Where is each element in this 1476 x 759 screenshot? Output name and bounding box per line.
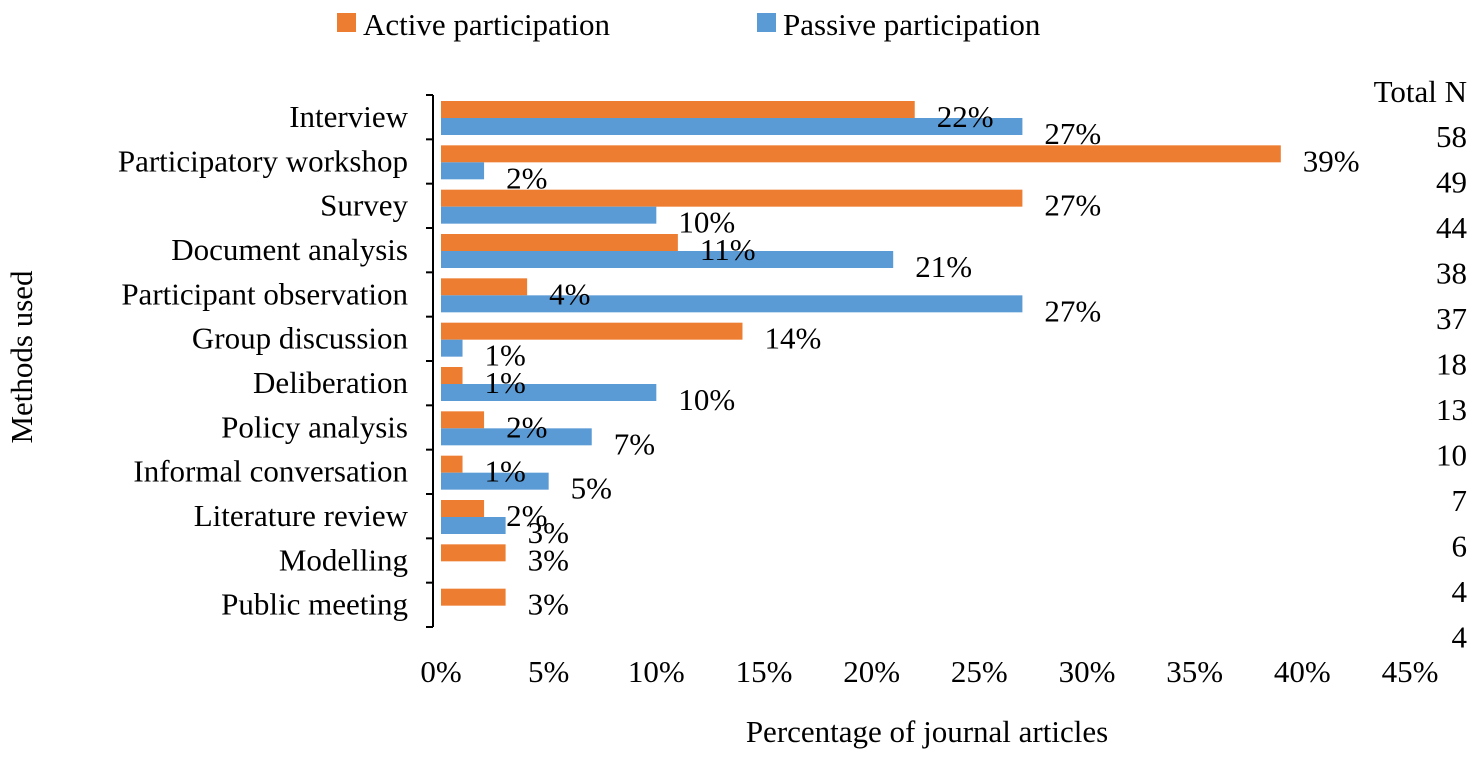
y-tick-label-4: Participant observation bbox=[121, 276, 408, 311]
y-tick-label-3: Document analysis bbox=[171, 232, 408, 267]
total-n-5: 18 bbox=[1436, 347, 1467, 382]
x-tick-label-9: 45% bbox=[1382, 654, 1439, 689]
legend-label-1: Passive participation bbox=[783, 7, 1041, 42]
y-tick-label-1: Participatory workshop bbox=[118, 143, 408, 178]
x-tick-label-3: 15% bbox=[736, 654, 793, 689]
bar-0-0 bbox=[441, 101, 915, 118]
y-tick-label-2: Survey bbox=[320, 188, 408, 223]
total-n-9: 6 bbox=[1452, 529, 1468, 564]
legend: Active participation Passive participatio… bbox=[337, 7, 1041, 42]
bar-0-4 bbox=[441, 278, 528, 296]
data-labels: 22% 27%39%2%27%10%11% 21%4% 27%14%1%1% 10%2%… bbox=[485, 99, 1360, 622]
total-n-0: 58 bbox=[1436, 119, 1467, 154]
bar-0-1 bbox=[441, 145, 1281, 163]
legend-swatch-0 bbox=[337, 13, 356, 32]
x-axis-title: Percentage of journal articles bbox=[746, 714, 1108, 749]
total-n-3: 38 bbox=[1436, 256, 1467, 291]
data-label-0-10: 3% bbox=[528, 542, 569, 577]
bar-1-4 bbox=[441, 295, 1023, 313]
y-tick-label-9: Literature review bbox=[194, 498, 409, 533]
total-n-4: 37 bbox=[1436, 301, 1467, 336]
total-n-7: 10 bbox=[1436, 438, 1467, 473]
bar-0-5 bbox=[441, 322, 743, 340]
x-tick-label-5: 25% bbox=[951, 654, 1008, 689]
axes bbox=[426, 94, 434, 628]
data-label-1-5: 1% bbox=[485, 338, 526, 373]
bar-1-9 bbox=[441, 517, 506, 534]
data-label-0-9: 2% bbox=[506, 498, 547, 533]
x-tick-label-6: 30% bbox=[1059, 654, 1116, 689]
x-tick-label-7: 35% bbox=[1166, 654, 1223, 689]
data-label-0-6: 1% bbox=[485, 365, 526, 400]
bar-1-6 bbox=[441, 384, 657, 401]
data-label-1-7: 7% bbox=[614, 426, 655, 461]
data-label-1-6: 10% bbox=[678, 382, 735, 417]
data-label-0-0: 22% bbox=[937, 99, 994, 134]
data-label-0-5: 14% bbox=[764, 321, 821, 356]
y-tick-label-6: Deliberation bbox=[253, 365, 408, 400]
x-tick-label-0: 0% bbox=[420, 654, 461, 689]
x-tick-label-4: 20% bbox=[843, 654, 900, 689]
y-axis-title: Methods used bbox=[4, 270, 39, 444]
data-label-0-2: 27% bbox=[1044, 188, 1101, 223]
bar-1-3 bbox=[441, 251, 894, 268]
data-label-0-7: 2% bbox=[506, 409, 547, 444]
legend-swatch-1 bbox=[757, 13, 776, 32]
bar-0-6 bbox=[441, 367, 463, 384]
x-tick-label-1: 5% bbox=[528, 654, 569, 689]
bar-0-8 bbox=[441, 455, 463, 473]
total-n-6: 13 bbox=[1436, 392, 1467, 427]
bar-1-1 bbox=[441, 162, 485, 180]
y-tick-label-5: Group discussion bbox=[192, 321, 409, 356]
x-tick-label-2: 10% bbox=[628, 654, 685, 689]
bar-1-5 bbox=[441, 339, 463, 357]
x-tick-label-8: 40% bbox=[1274, 654, 1331, 689]
data-label-1-4: 27% bbox=[1044, 293, 1101, 328]
total-n-1: 49 bbox=[1436, 165, 1467, 200]
y-tick-label-11: Public meeting bbox=[221, 587, 408, 622]
bar-0-3 bbox=[441, 234, 678, 251]
bar-0-10 bbox=[441, 544, 506, 562]
data-label-1-8: 5% bbox=[571, 471, 612, 506]
bar-0-9 bbox=[441, 500, 485, 517]
bar-1-0 bbox=[441, 118, 1023, 135]
y-tick-labels: Interview Participatory workshop Survey Doc… bbox=[118, 99, 409, 622]
data-label-0-8: 1% bbox=[485, 454, 526, 489]
y-tick-label-8: Informal conversation bbox=[133, 454, 408, 489]
data-label-0-1: 39% bbox=[1303, 143, 1360, 178]
bar-1-7 bbox=[441, 428, 592, 446]
data-label-0-11: 3% bbox=[528, 587, 569, 622]
bar-0-11 bbox=[441, 588, 506, 606]
total-n-header: Total N bbox=[1374, 74, 1467, 109]
bar-1-2 bbox=[441, 206, 657, 224]
data-label-1-9: 3% bbox=[528, 515, 569, 550]
data-label-0-3: 11% bbox=[700, 232, 756, 267]
data-label-1-0: 27% bbox=[1044, 116, 1101, 151]
data-label-1-2: 10% bbox=[678, 205, 735, 240]
data-label-1-1: 2% bbox=[506, 160, 547, 195]
bar-0-7 bbox=[441, 411, 485, 429]
y-tick-label-10: Modelling bbox=[279, 542, 408, 577]
legend-label-0: Active participation bbox=[363, 7, 611, 42]
x-tick-labels: 0% 5% 10% 15% 20% 25% 30% 35% 40% 45% bbox=[420, 654, 1438, 689]
data-label-1-3: 21% bbox=[915, 249, 972, 284]
bar-0-2 bbox=[441, 189, 1023, 207]
bar-1-8 bbox=[441, 472, 549, 490]
total-n-10: 4 bbox=[1452, 574, 1468, 609]
y-tick-label-7: Policy analysis bbox=[221, 409, 408, 444]
y-tick-label-0: Interview bbox=[289, 99, 408, 134]
total-n-11: 4 bbox=[1452, 620, 1468, 655]
data-label-0-4: 4% bbox=[549, 276, 590, 311]
total-n-2: 44 bbox=[1436, 210, 1468, 245]
total-n-8: 7 bbox=[1452, 483, 1468, 518]
bars bbox=[441, 101, 1281, 606]
